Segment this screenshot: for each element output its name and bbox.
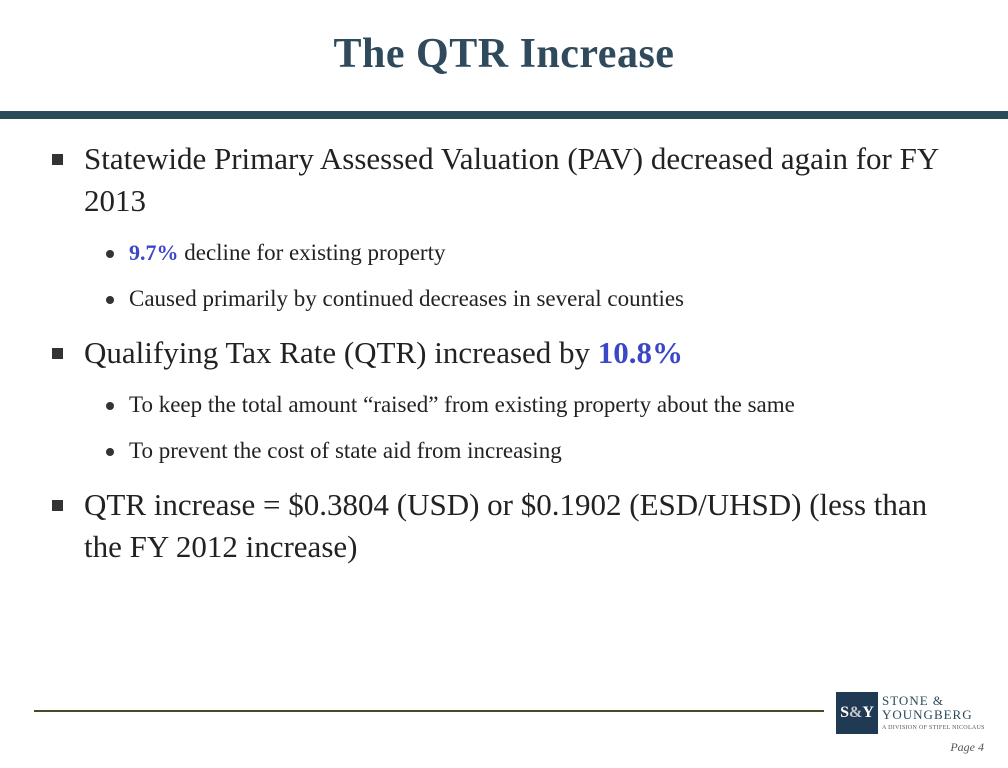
square-bullet-icon (52, 348, 63, 359)
round-bullet-icon (106, 296, 114, 304)
bullet-text: QTR increase = $0.3804 (USD) or $0.1902 … (84, 487, 928, 564)
bullet-text: Qualifying Tax Rate (QTR) increased by (84, 335, 598, 370)
sub-bullets-qtr: To keep the total amount “raised” from e… (50, 382, 970, 474)
footer-rule (34, 710, 824, 712)
sub-bullet-text: Caused primarily by continued decreases … (129, 286, 685, 311)
accent-value: 10.8% (597, 335, 684, 370)
sub-bullet-keep-total: To keep the total amount “raised” from e… (50, 382, 970, 428)
sub-bullet-text: To prevent the cost of state aid from in… (129, 438, 562, 463)
slide-content: Statewide Primary Assessed Valuation (PA… (50, 138, 970, 582)
stone-youngberg-logo: S&Y STONE & YOUNGBERG A DIVISION OF STIF… (836, 692, 985, 740)
title-rule (0, 111, 1008, 119)
slide-title: The QTR Increase (333, 31, 675, 77)
page-number: Page 4 (950, 740, 984, 754)
sub-bullet-text: decline for existing property (178, 240, 446, 265)
bullet-qtr: Qualifying Tax Rate (QTR) increased by 1… (50, 332, 970, 374)
bullet-pav: Statewide Primary Assessed Valuation (PA… (50, 138, 970, 222)
accent-value: 9.7% (129, 240, 179, 265)
logo-monogram: S&Y (836, 692, 878, 734)
bullet-text: Statewide Primary Assessed Valuation (PA… (84, 141, 939, 218)
sub-bullet-text: To keep the total amount “raised” from e… (129, 392, 795, 417)
logo-subtitle: A DIVISION OF STIFEL NICOLAUS (882, 725, 985, 731)
logo-wordmark: STONE & YOUNGBERG (882, 693, 973, 722)
round-bullet-icon (106, 448, 114, 456)
sub-bullet-cause: Caused primarily by continued decreases … (50, 276, 970, 322)
bullet-qtr-amount: QTR increase = $0.3804 (USD) or $0.1902 … (50, 484, 970, 568)
square-bullet-icon (52, 154, 63, 165)
sub-bullet-decline: 9.7% decline for existing property (50, 230, 970, 276)
round-bullet-icon (106, 402, 114, 410)
round-bullet-icon (106, 250, 114, 258)
sub-bullets-pav: 9.7% decline for existing property Cause… (50, 230, 970, 322)
square-bullet-icon (52, 500, 63, 511)
sub-bullet-state-aid: To prevent the cost of state aid from in… (50, 428, 970, 474)
